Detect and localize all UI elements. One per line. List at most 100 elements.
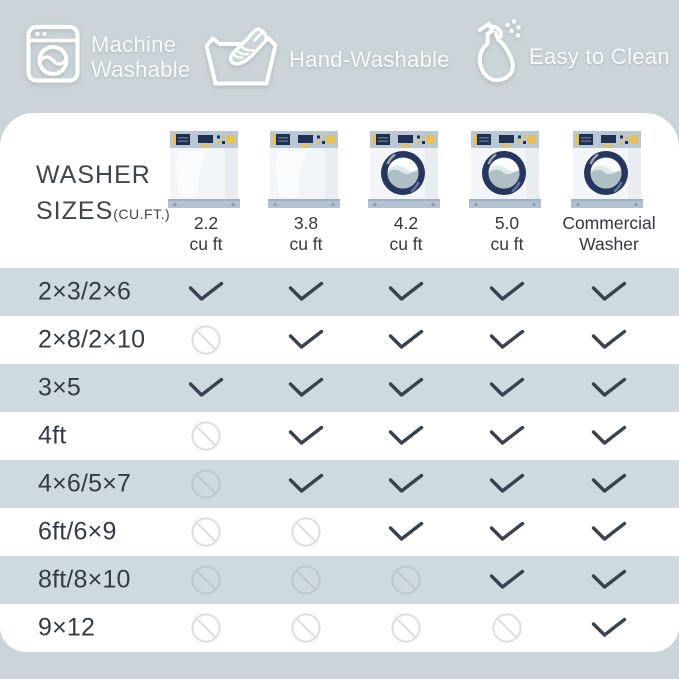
compatible-cell <box>288 329 324 351</box>
size-row: 4ft <box>0 412 679 460</box>
compatible-cell <box>388 521 424 543</box>
checkmark-icon <box>388 425 424 445</box>
compatible-cell <box>591 473 627 495</box>
checkmark-icon <box>288 281 324 301</box>
compatible-cell <box>591 569 627 591</box>
washer-illustration <box>571 131 643 208</box>
compatible-cell <box>591 329 627 351</box>
size-row: 4×6/5×7 <box>0 460 679 508</box>
banner-item-hand-washable: Hand-Washable <box>203 26 450 93</box>
not-suitable-icon <box>191 565 221 595</box>
rug-size-label: 9×12 <box>38 613 96 642</box>
washer-column-header: 2.2 cu ft <box>144 125 268 255</box>
banner-label: Hand-Washable <box>289 47 450 72</box>
rug-size-label: 8ft/8×10 <box>38 565 131 594</box>
washer-column-header: 3.8 cu ft <box>244 125 368 255</box>
rug-size-label: 6ft/6×9 <box>38 517 117 546</box>
size-row: 3×5 <box>0 364 679 412</box>
not-compatible-cell <box>191 565 222 596</box>
not-compatible-cell <box>492 613 523 644</box>
size-row: 2×8/2×10 <box>0 316 679 364</box>
not-compatible-cell <box>291 517 322 548</box>
compatible-cell <box>489 281 525 303</box>
not-suitable-icon <box>191 517 221 547</box>
checkmark-icon <box>288 425 324 445</box>
size-rows: 2×3/2×6 2×8/2×10 3×5 4ft 4×6/5×7 6ft/6×9… <box>0 268 679 652</box>
checkmark-icon <box>188 377 224 397</box>
not-compatible-cell <box>191 325 222 356</box>
washer-sizes-title-line2: SIZES(CU.FT.) <box>36 197 171 225</box>
not-suitable-icon <box>391 565 421 595</box>
size-row: 6ft/6×9 <box>0 508 679 556</box>
checkmark-icon <box>591 329 627 349</box>
washer-column-header: 4.2 cu ft <box>344 125 468 255</box>
washer-size-label: 4.2 cu ft <box>389 213 423 254</box>
not-suitable-icon <box>191 469 221 499</box>
not-compatible-cell <box>391 565 422 596</box>
washer-illustration <box>469 131 541 208</box>
rug-size-label: 4ft <box>38 421 67 450</box>
banner-label: Easy to Clean <box>529 44 670 69</box>
banner-label: Machine Washable <box>91 31 191 82</box>
not-suitable-icon <box>191 421 221 451</box>
compatible-cell <box>188 281 224 303</box>
washer-sizes-title: WASHER SIZES(CU.FT.) <box>36 157 170 232</box>
compatible-cell <box>388 473 424 495</box>
washer-illustration <box>268 131 340 208</box>
checkmark-icon <box>489 425 525 445</box>
not-suitable-icon <box>191 613 221 643</box>
washer-size-label: Commercial Washer <box>562 213 656 254</box>
compatible-cell <box>591 425 627 447</box>
washer-column-header: 5.0 cu ft <box>445 125 569 255</box>
spray-bottle-icon <box>474 18 522 95</box>
cu-ft-suffix: (CU.FT.) <box>113 206 171 222</box>
checkmark-icon <box>388 473 424 493</box>
rug-size-label: 4×6/5×7 <box>38 469 132 498</box>
checkmark-icon <box>489 281 525 301</box>
not-compatible-cell <box>191 421 222 452</box>
checkmark-icon <box>288 473 324 493</box>
checkmark-icon <box>591 377 627 397</box>
not-suitable-icon <box>291 565 321 595</box>
checkmark-icon <box>388 521 424 541</box>
size-row: 8ft/8×10 <box>0 556 679 604</box>
compatible-cell <box>489 473 525 495</box>
washer-sizes-title-line1: WASHER <box>36 161 151 189</box>
not-suitable-icon <box>492 613 522 643</box>
compatible-cell <box>489 425 525 447</box>
checkmark-icon <box>489 377 525 397</box>
banner-item-easy-to-clean: Easy to Clean <box>474 18 670 95</box>
checkmark-icon <box>591 473 627 493</box>
not-compatible-cell <box>391 613 422 644</box>
size-row: 9×12 <box>0 604 679 652</box>
not-compatible-cell <box>291 565 322 596</box>
washer-size-label: 3.8 cu ft <box>289 213 323 254</box>
compatible-cell <box>489 377 525 399</box>
compatible-cell <box>591 617 627 639</box>
rug-size-label: 2×3/2×6 <box>38 277 132 306</box>
feature-banner: Machine Washable Hand-Washable <box>0 0 679 113</box>
not-suitable-icon <box>391 613 421 643</box>
compatible-cell <box>591 521 627 543</box>
checkmark-icon <box>388 281 424 301</box>
size-row: 2×3/2×6 <box>0 268 679 316</box>
checkmark-icon <box>288 377 324 397</box>
compatible-cell <box>288 425 324 447</box>
not-suitable-icon <box>291 613 321 643</box>
checkmark-icon <box>591 569 627 589</box>
not-compatible-cell <box>291 613 322 644</box>
checkmark-icon <box>388 377 424 397</box>
compatible-cell <box>288 377 324 399</box>
checkmark-icon <box>288 329 324 349</box>
washer-size-label: 5.0 cu ft <box>490 213 524 254</box>
checkmark-icon <box>591 281 627 301</box>
washing-machine-icon <box>26 24 80 89</box>
rug-size-label: 3×5 <box>38 373 82 402</box>
washer-size-label: 2.2 cu ft <box>189 213 223 254</box>
hand-wash-icon <box>203 26 279 93</box>
compatible-cell <box>489 521 525 543</box>
compatible-cell <box>388 377 424 399</box>
rug-size-label: 2×8/2×10 <box>38 325 146 354</box>
not-compatible-cell <box>191 517 222 548</box>
